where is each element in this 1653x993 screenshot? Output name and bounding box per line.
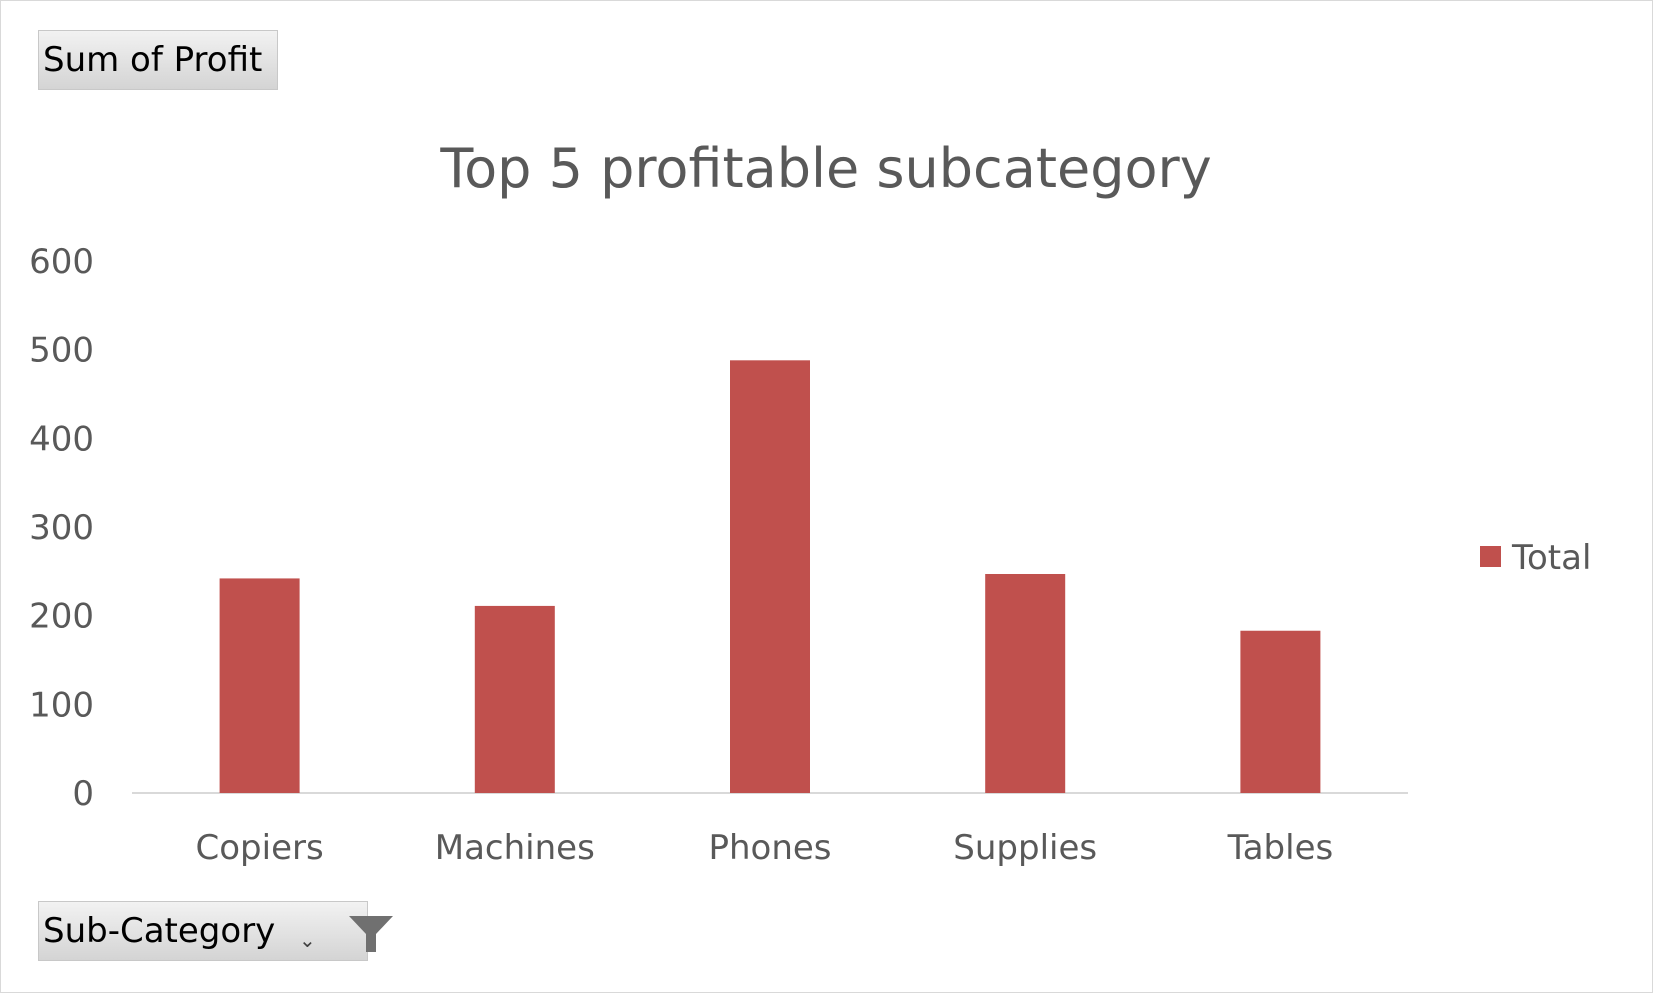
x-tick-label: Copiers [196, 828, 324, 868]
legend-swatch [1480, 546, 1501, 567]
y-tick-label: 400 [29, 419, 94, 459]
y-tick-label: 500 [29, 331, 94, 371]
axis-field-label: Sub-Category [43, 911, 276, 951]
bar-supplies[interactable] [985, 573, 1066, 793]
y-tick-label: 600 [29, 242, 94, 282]
values-field-label: Sum of Profit [43, 40, 263, 80]
legend: Total [1480, 538, 1591, 578]
bar-copiers[interactable] [219, 578, 300, 793]
y-tick-label: 0 [72, 774, 94, 814]
chart-title: Top 5 profitable subcategory [439, 137, 1211, 200]
funnel-filter-icon[interactable] [349, 916, 393, 952]
bar-phones[interactable] [730, 360, 810, 793]
y-tick-label: 100 [29, 685, 94, 725]
x-tick-label: Machines [435, 828, 595, 868]
dropdown-arrow-icon[interactable]: ⌄ [299, 928, 316, 952]
x-tick-label: Phones [708, 828, 831, 868]
bar-machines[interactable] [474, 605, 555, 793]
sum-of-profit-field-button[interactable]: Sum of Profit [38, 30, 278, 90]
legend-label-total: Total [1511, 538, 1591, 578]
y-tick-label: 200 [29, 597, 94, 637]
y-tick-label: 300 [29, 508, 94, 548]
sub-category-field-button[interactable]: Sub-Category ⌄ [38, 901, 393, 961]
x-tick-label: Tables [1227, 828, 1334, 868]
x-tick-label: Supplies [953, 828, 1097, 868]
bar-tables[interactable] [1240, 630, 1321, 793]
